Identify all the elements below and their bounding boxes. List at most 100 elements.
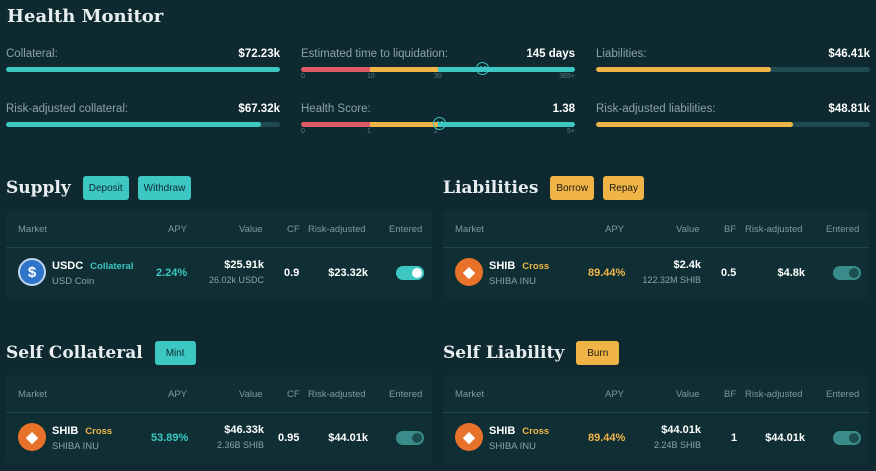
factor-column-header: CF [287, 224, 300, 235]
withdraw-button[interactable]: Withdraw [137, 176, 192, 200]
risk-adjusted-collateral-bar-fill [6, 122, 261, 127]
tick-label: 5+ [567, 128, 575, 135]
liabilities-label: Liabilities: [596, 48, 647, 60]
repay-button[interactable]: Repay [603, 176, 644, 200]
token-amount: 26.02k USDC [208, 275, 264, 285]
collateral-label: Collateral: [6, 48, 58, 60]
asset-name: SHIBA INU [489, 441, 536, 452]
risk-adjusted-column-header: Risk-adjusted [308, 389, 366, 400]
shiba-inu-coin-icon: ◆ [18, 423, 46, 451]
risk-adjusted-collateral-label: Risk-adjusted collateral: [6, 103, 129, 115]
smiley-face-icon [433, 117, 446, 130]
liabilities-table-header: Market APY Value BF Risk-adjusted Entere… [443, 210, 869, 248]
entered-toggle[interactable] [833, 266, 861, 280]
risk-adjusted-liabilities-metric: Risk-adjusted liabilities: $48.81k [596, 103, 870, 127]
entered-toggle[interactable] [396, 266, 424, 280]
asset-symbol: USDC [52, 260, 84, 272]
asset-name: SHIBA INU [52, 441, 99, 452]
apy-column-header: APY [605, 224, 625, 235]
burn-button[interactable]: Burn [576, 341, 620, 365]
apy-column-header: APY [168, 389, 188, 400]
liquidation-time-metric: Estimated time to liquidation: 145 days 0… [301, 48, 575, 83]
factor-value: 0.9 [284, 267, 300, 279]
entered-column-header: Entered [389, 389, 423, 400]
tick-label: 0 [301, 128, 305, 135]
token-amount: 2.24B SHIB [653, 440, 701, 450]
health-score-metric: Health Score: 1.38 0 1 2 5+ [301, 103, 575, 138]
liabilities-metric: Liabilities: $46.41k [596, 48, 870, 72]
risk-adjusted-collateral-bar [6, 122, 280, 127]
table-row[interactable]: ◆ SHIB Cross SHIBA INU 53.89% $46.33k 2.3… [6, 413, 432, 463]
asset-tag: Cross [522, 426, 550, 437]
self-collateral-table-header: Market APY Value CF Risk-adjusted Entere… [6, 375, 432, 413]
liabilities-title: Liabilities [443, 178, 539, 198]
shiba-inu-coin-icon: ◆ [455, 423, 483, 451]
asset-tag: Collateral [90, 261, 134, 272]
market-column-header: Market [18, 224, 48, 235]
page-title: Health Monitor [7, 6, 164, 27]
entered-toggle[interactable] [833, 431, 861, 445]
risk-adjusted-column-header: Risk-adjusted [745, 389, 803, 400]
self-liability-header: Self Liability Burn [443, 341, 628, 365]
shiba-inu-coin-icon: ◆ [455, 258, 483, 286]
asset-symbol: SHIB [52, 425, 79, 437]
supply-table: Market APY Value CF Risk-adjusted Entere… [6, 210, 432, 298]
usdc-coin-icon: $ [18, 258, 46, 286]
asset-symbol: SHIB [489, 260, 516, 272]
market-column-header: Market [455, 389, 485, 400]
apy-value: 53.89% [151, 432, 189, 444]
borrow-button[interactable]: Borrow [550, 176, 595, 200]
liabilities-bar-fill [596, 67, 772, 72]
risk-adjusted-liabilities-label: Risk-adjusted liabilities: [596, 103, 716, 115]
asset-tag: Cross [522, 261, 550, 272]
risk-adjusted-liabilities-value: $48.81k [828, 103, 870, 115]
value-amount: $44.01k [661, 424, 701, 436]
collateral-bar [6, 67, 280, 72]
apy-value: 2.24% [156, 267, 188, 279]
entered-column-header: Entered [826, 389, 860, 400]
tick-label: 365+ [559, 73, 575, 80]
value-column-header: Value [676, 224, 700, 235]
factor-value: 1 [731, 432, 738, 444]
factor-value: 0.95 [278, 432, 300, 444]
value-column-header: Value [239, 224, 263, 235]
risk-adjusted-column-header: Risk-adjusted [745, 224, 803, 235]
supply-table-header: Market APY Value CF Risk-adjusted Entere… [6, 210, 432, 248]
value-column-header: Value [239, 389, 263, 400]
mint-button[interactable]: Mint [154, 341, 196, 365]
self-collateral-title: Self Collateral [6, 343, 143, 363]
entered-column-header: Entered [389, 224, 423, 235]
factor-column-header: BF [724, 389, 737, 400]
tick-label: 2 [434, 128, 438, 135]
liquidation-time-label: Estimated time to liquidation: [301, 48, 449, 60]
collateral-metric: Collateral: $72.23k [6, 48, 280, 72]
liquidation-time-value: 145 days [526, 48, 575, 60]
supply-title: Supply [6, 178, 71, 198]
supply-header: Supply Deposit Withdraw [6, 176, 200, 200]
apy-value: 89.44% [588, 267, 626, 279]
table-row[interactable]: ◆ SHIB Cross SHIBA INU 89.44% $44.01k 2.2… [443, 413, 869, 463]
tick-label: 1 [367, 128, 371, 135]
self-collateral-header: Self Collateral Mint [6, 341, 205, 365]
liabilities-table: Market APY Value BF Risk-adjusted Entere… [443, 210, 869, 298]
tick-label: 10 [367, 73, 375, 80]
entered-toggle[interactable] [396, 431, 424, 445]
liquidation-time-scale [301, 67, 575, 72]
risk-adjusted-column-header: Risk-adjusted [308, 224, 366, 235]
value-amount: $25.91k [224, 259, 264, 271]
health-score-label: Health Score: [301, 103, 371, 115]
risk-adjusted-collateral-metric: Risk-adjusted collateral: $67.32k [6, 103, 280, 127]
risk-adjusted-value: $44.01k [765, 432, 805, 444]
token-amount: 2.36B SHIB [216, 440, 264, 450]
value-amount: $46.33k [224, 424, 264, 436]
risk-adjusted-collateral-value: $67.32k [238, 103, 280, 115]
factor-column-header: CF [287, 389, 300, 400]
self-liability-table: Market APY Value BF Risk-adjusted Entere… [443, 375, 869, 463]
risk-adjusted-liabilities-bar [596, 122, 870, 127]
deposit-button[interactable]: Deposit [82, 176, 129, 200]
table-row[interactable]: ◆ SHIB Cross SHIBA INU 89.44% $2.4k 122.3… [443, 248, 869, 298]
self-collateral-table: Market APY Value CF Risk-adjusted Entere… [6, 375, 432, 463]
token-amount: 122.32M SHIB [642, 275, 701, 285]
table-row[interactable]: $ USDC Collateral USD Coin 2.24% $25.91k … [6, 248, 432, 298]
collateral-bar-fill [6, 67, 280, 72]
